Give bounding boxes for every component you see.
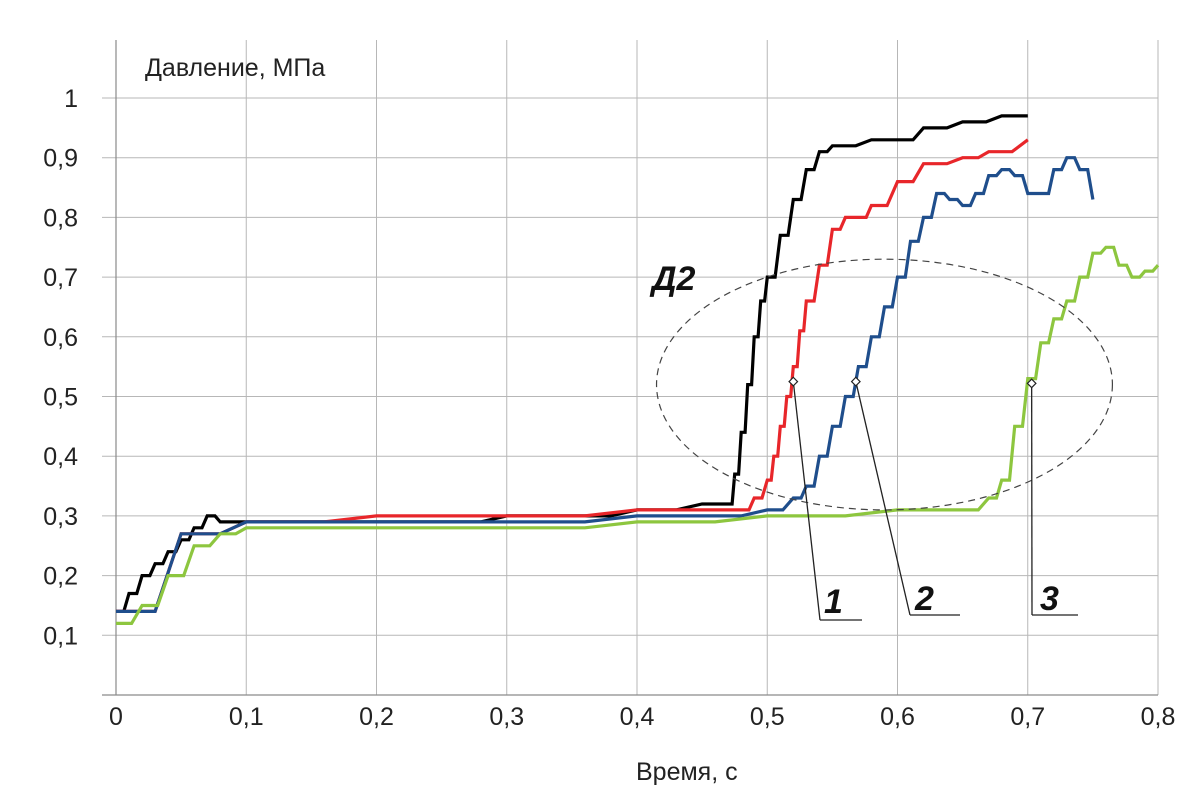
y-tick-label: 0,2 [43,563,78,591]
x-tick-label: 0,1 [229,703,264,731]
annotations [655,258,1114,621]
x-tick-label: 0,7 [1010,703,1045,731]
grid [102,40,1159,695]
x-tick-label: 0 [109,703,123,731]
y-tick-label: 0,5 [43,384,78,412]
y-axis-title: Давление, МПа [145,54,325,82]
x-tick-label: 0,4 [620,703,655,731]
x-tick-label: 0,3 [489,703,524,731]
leader-marker-3 [1026,378,1037,389]
series-line-2 [116,138,1029,613]
y-tick-label: 0,4 [43,443,78,471]
series-group [116,114,1160,625]
leader-marker-1 [788,376,799,387]
annotation-label-2: 2 [914,580,934,618]
x-tick-label: 0,2 [359,703,394,731]
annotation-label-1: 1 [824,583,843,621]
y-tick-label: 1 [64,85,78,113]
y-tick-label: 0,6 [43,324,78,352]
leader-line-1 [792,381,821,621]
series-line-1 [116,114,1028,613]
leader-line-2 [855,381,911,616]
annotation-d2: Д2 [649,260,696,298]
axes [102,40,1158,696]
x-tick-label: 0,8 [1141,703,1176,731]
y-tick-label: 0,9 [43,145,78,173]
tick-labels: 0 0,1 0,2 0,3 0,4 0,5 0,6 0,7 0,8 0,1 0,2 0,3 0,4 0,5… [43,85,1175,731]
y-tick-label: 0,7 [43,264,78,292]
series-line-3 [116,156,1095,613]
leader-marker-2 [850,376,861,387]
y-tick-label: 0,8 [43,204,78,232]
series-line-4 [116,245,1160,625]
y-tick-label: 0,3 [43,503,78,531]
dashed-ellipse [655,258,1114,511]
x-axis-title: Время, с [636,758,738,786]
x-tick-label: 0,6 [880,703,915,731]
x-tick-label: 0,5 [750,703,785,731]
y-tick-label: 0,1 [43,622,78,650]
annotation-label-3: 3 [1040,580,1059,618]
